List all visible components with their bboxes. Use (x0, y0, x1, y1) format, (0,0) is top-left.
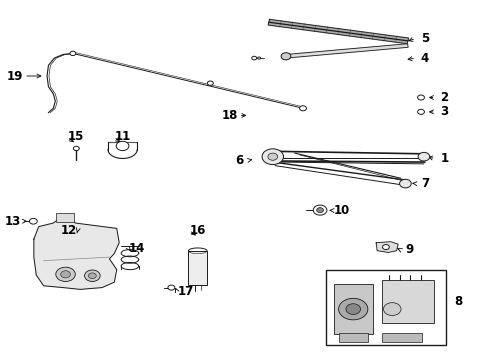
Circle shape (70, 51, 76, 55)
Text: 5: 5 (420, 32, 428, 45)
Text: 7: 7 (420, 177, 428, 190)
Bar (382, 280, 433, 323)
Circle shape (88, 273, 96, 279)
Circle shape (267, 153, 277, 160)
Circle shape (29, 219, 37, 224)
Text: 11: 11 (114, 130, 130, 144)
Circle shape (167, 285, 174, 290)
Text: 19: 19 (7, 69, 23, 82)
Text: 6: 6 (235, 154, 243, 167)
Text: 18: 18 (221, 109, 238, 122)
Bar (382, 333, 421, 342)
Circle shape (417, 95, 424, 100)
Circle shape (383, 303, 400, 316)
Circle shape (382, 244, 388, 249)
Circle shape (417, 152, 429, 161)
Polygon shape (375, 242, 397, 252)
Circle shape (417, 109, 424, 114)
Text: 2: 2 (440, 91, 447, 104)
Circle shape (73, 146, 79, 150)
Bar (326, 270, 445, 345)
Circle shape (251, 56, 256, 60)
Text: 3: 3 (440, 105, 447, 118)
Bar (333, 284, 372, 334)
Circle shape (281, 53, 290, 60)
Circle shape (338, 298, 367, 320)
Circle shape (116, 141, 129, 150)
Text: 8: 8 (453, 296, 461, 309)
Text: 16: 16 (190, 224, 206, 237)
Circle shape (316, 208, 323, 213)
Bar (338, 333, 367, 342)
Text: 17: 17 (178, 285, 194, 298)
Circle shape (61, 271, 70, 278)
Text: 4: 4 (420, 51, 428, 64)
Polygon shape (34, 218, 119, 289)
Text: 1: 1 (440, 152, 447, 165)
Circle shape (84, 270, 100, 282)
Text: 15: 15 (68, 130, 84, 144)
Text: 13: 13 (5, 215, 21, 228)
Bar (56, 213, 74, 222)
Circle shape (207, 81, 213, 85)
Text: 9: 9 (405, 243, 412, 256)
Bar (188, 251, 206, 285)
Circle shape (399, 179, 410, 188)
Circle shape (313, 205, 326, 215)
Polygon shape (267, 19, 407, 44)
Circle shape (262, 149, 283, 165)
Text: 12: 12 (61, 224, 77, 237)
Circle shape (299, 106, 306, 111)
Polygon shape (285, 44, 407, 58)
Circle shape (345, 304, 360, 315)
Text: 14: 14 (129, 242, 145, 255)
Text: 10: 10 (333, 204, 349, 217)
Circle shape (257, 57, 260, 59)
Circle shape (56, 267, 75, 282)
